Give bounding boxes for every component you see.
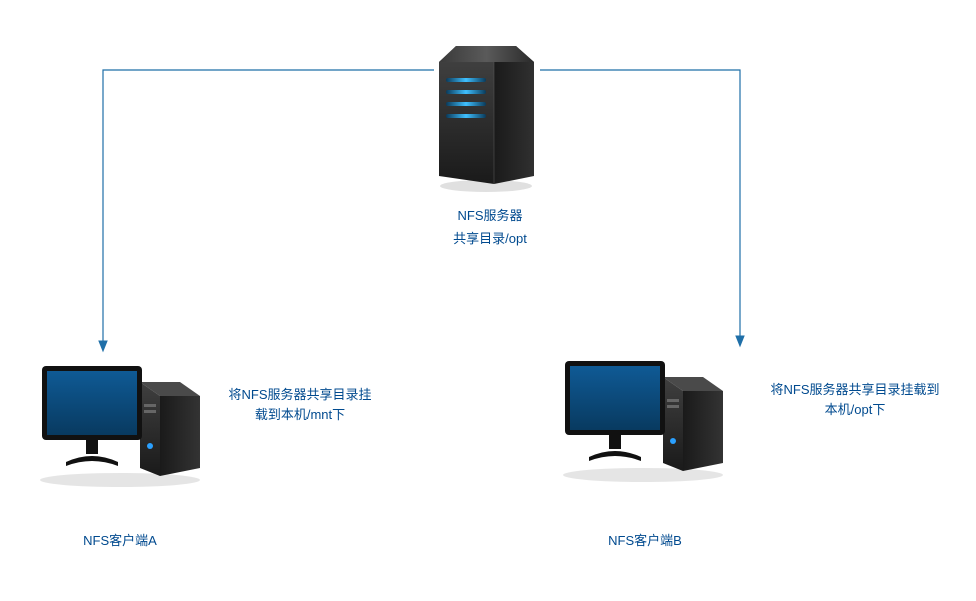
edge-server-to-client-a [103,70,434,350]
client-a-desc-label: 将NFS服务器共享目录挂 载到本机/mnt下 [215,385,385,424]
diagram-canvas: NFS服务器 共享目录/opt 将NFS服务器共享目录挂 载到本机/mnt下 将… [0,0,976,601]
server-subtitle-label: 共享目录/opt [420,228,560,247]
client-b-name-label: NFS客户端B [580,530,710,549]
client-a-name-label: NFS客户端A [55,530,185,549]
client-b-desc-label: 将NFS服务器共享目录挂载到 本机/opt下 [755,380,955,419]
client-a-icon [32,350,210,490]
server-icon [434,28,539,193]
server-title-label: NFS服务器 [420,205,560,224]
edge-server-to-client-b [540,70,740,345]
client-b-icon [555,345,733,485]
